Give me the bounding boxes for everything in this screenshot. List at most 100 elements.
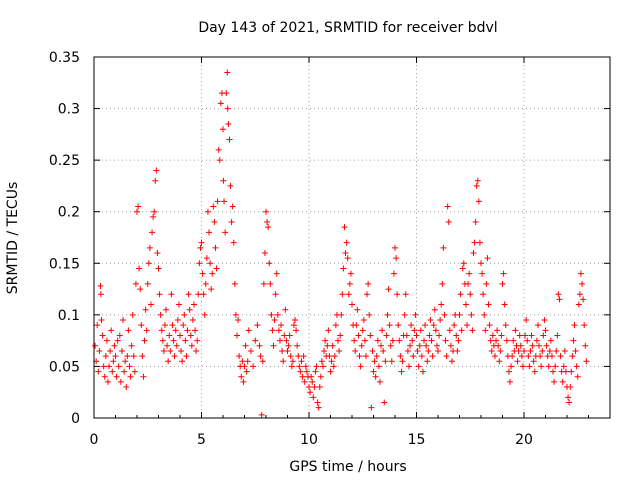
data-point <box>273 270 280 277</box>
data-point <box>483 280 490 287</box>
data-point <box>123 384 130 391</box>
data-point <box>438 301 445 308</box>
data-point <box>247 347 254 354</box>
data-point <box>421 337 428 344</box>
data-point <box>394 291 401 298</box>
data-point <box>321 347 328 354</box>
data-point <box>242 342 249 349</box>
data-point <box>341 224 348 231</box>
data-point <box>167 347 174 354</box>
data-point <box>386 322 393 329</box>
data-point <box>221 198 228 205</box>
data-point <box>220 126 226 133</box>
data-point <box>316 384 323 391</box>
data-point <box>346 280 353 287</box>
data-point <box>407 342 414 349</box>
data-point <box>303 368 310 375</box>
data-point <box>465 280 472 287</box>
data-point <box>392 244 398 251</box>
data-point <box>171 353 178 360</box>
x-tick-labels: 0 5 10 15 20 <box>90 432 533 448</box>
data-point <box>266 260 273 267</box>
data-point <box>359 327 366 334</box>
data-point <box>318 358 325 365</box>
data-point <box>473 182 480 189</box>
data-point <box>524 337 531 344</box>
data-point <box>525 353 532 360</box>
data-point <box>103 337 110 344</box>
data-point <box>464 322 471 329</box>
data-point <box>419 368 426 375</box>
data-point <box>263 208 269 215</box>
data-point <box>368 404 375 411</box>
data-point <box>252 337 259 344</box>
y-tick-label: 0.05 <box>49 359 80 375</box>
data-point <box>202 280 209 287</box>
data-point <box>245 327 252 334</box>
y-tick-label: 0.1 <box>58 308 80 324</box>
data-point <box>307 389 314 396</box>
data-point <box>579 280 586 287</box>
data-point <box>106 363 113 370</box>
data-point <box>410 353 417 360</box>
data-point <box>335 337 342 344</box>
data-point <box>476 239 483 246</box>
data-point <box>203 255 210 262</box>
data-point <box>211 219 218 226</box>
data-point <box>292 317 299 324</box>
data-point <box>541 317 548 324</box>
data-point <box>122 358 129 365</box>
y-tick-labels: 0 0.05 0.1 0.15 0.2 0.25 0.3 0.35 <box>49 50 80 427</box>
data-point <box>469 327 476 334</box>
data-point <box>448 358 455 365</box>
data-point <box>260 280 267 287</box>
data-point <box>396 337 403 344</box>
data-point <box>472 219 479 226</box>
data-point <box>342 249 349 256</box>
data-point <box>458 327 465 334</box>
data-point <box>518 353 525 360</box>
data-point <box>153 167 160 174</box>
data-point <box>326 353 333 360</box>
data-point <box>196 260 203 267</box>
y-axis-title: SRMTID / TECUs <box>5 182 21 295</box>
data-point <box>95 368 102 375</box>
data-point <box>308 373 315 380</box>
data-point <box>94 322 101 329</box>
data-point <box>274 311 281 318</box>
data-point <box>317 373 324 380</box>
data-point <box>533 337 540 344</box>
data-point <box>353 322 360 329</box>
data-point <box>136 265 143 272</box>
data-point <box>145 260 152 267</box>
data-point <box>489 332 496 339</box>
data-point <box>210 203 217 210</box>
data-point <box>278 322 285 329</box>
data-point <box>168 291 175 298</box>
data-point <box>344 255 351 262</box>
data-point <box>147 301 154 308</box>
data-point <box>372 373 379 380</box>
data-point <box>547 337 554 344</box>
data-point <box>127 373 134 380</box>
data-point <box>135 203 142 210</box>
data-point <box>548 353 555 360</box>
data-point <box>186 306 193 313</box>
data-point <box>430 322 437 329</box>
data-point <box>161 322 168 329</box>
data-point <box>225 121 232 128</box>
data-points <box>92 69 590 418</box>
data-point <box>371 358 378 365</box>
data-point <box>155 265 162 272</box>
data-point <box>389 337 396 344</box>
data-point <box>240 378 247 385</box>
data-point <box>382 358 389 365</box>
data-point <box>395 322 402 329</box>
data-point <box>215 146 222 153</box>
data-point <box>207 260 214 267</box>
data-point <box>282 306 289 313</box>
data-point <box>270 342 277 349</box>
data-point <box>108 327 115 334</box>
data-point <box>574 373 581 380</box>
data-point <box>379 327 386 334</box>
